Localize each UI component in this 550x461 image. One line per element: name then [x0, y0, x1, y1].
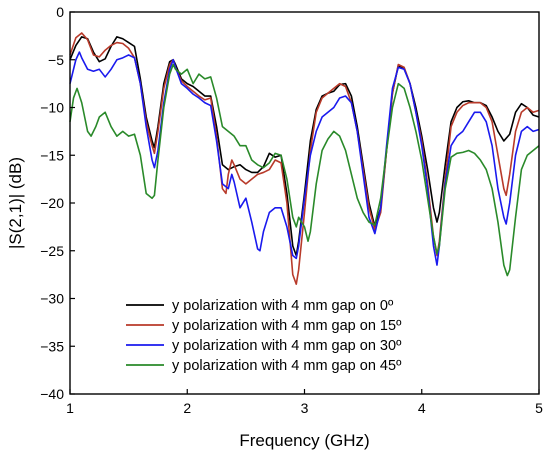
y-tick-label: −10 — [40, 100, 64, 116]
y-tick-label: −35 — [40, 338, 64, 354]
series-line-3 — [69, 51, 540, 266]
x-tick-label: 3 — [301, 400, 309, 416]
y-tick-label: −25 — [40, 243, 64, 259]
legend-label-3: y polarization with 4 mm gap on 30º — [172, 338, 402, 354]
y-tick-label: −5 — [48, 52, 64, 68]
y-tick-label: −30 — [40, 291, 64, 307]
y-tick-label: −20 — [40, 195, 64, 211]
y-axis-title: |S(2,1)| (dB) — [6, 157, 25, 249]
series-layer — [69, 32, 540, 285]
y-tick-label: 0 — [56, 4, 64, 20]
legend-label-1: y polarization with 4 mm gap on 0º — [172, 298, 394, 314]
ticks-layer: 1 2 3 4 5 0 −5 −10 −15 −20 −25 −30 −35 −40 — [40, 4, 543, 416]
legend-label-2: y polarization with 4 mm gap on 15º — [172, 318, 402, 334]
series-line-4 — [69, 63, 540, 277]
x-tick-label: 5 — [535, 400, 543, 416]
legend-label-4: y polarization with 4 mm gap on 45º — [172, 358, 402, 374]
series-line-2 — [69, 32, 540, 285]
legend: y polarization with 4 mm gap on 0º y pola… — [126, 298, 402, 374]
x-axis-title: Frequency (GHz) — [239, 431, 369, 450]
y-tick-label: −15 — [40, 147, 64, 163]
x-tick-label: 2 — [183, 400, 191, 416]
x-tick-label: 4 — [418, 400, 426, 416]
x-tick-label: 1 — [66, 400, 74, 416]
y-tick-label: −40 — [40, 386, 64, 402]
